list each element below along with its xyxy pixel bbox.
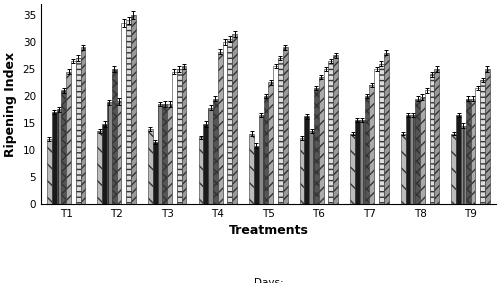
Bar bbox=[364, 96, 370, 204]
Bar bbox=[466, 98, 470, 204]
Bar bbox=[350, 134, 355, 204]
Bar bbox=[415, 98, 420, 204]
Bar bbox=[384, 53, 388, 204]
Bar bbox=[328, 61, 334, 204]
Bar bbox=[162, 104, 167, 204]
Bar bbox=[410, 115, 415, 204]
Bar bbox=[107, 102, 112, 204]
Y-axis label: Ripening Index: Ripening Index bbox=[4, 52, 17, 156]
Bar bbox=[198, 138, 203, 204]
Bar bbox=[222, 42, 228, 204]
Bar bbox=[102, 124, 107, 204]
Bar bbox=[401, 134, 406, 204]
Bar bbox=[258, 115, 264, 204]
Bar bbox=[158, 104, 162, 204]
Bar bbox=[62, 91, 66, 204]
Bar bbox=[379, 63, 384, 204]
Bar bbox=[98, 131, 102, 204]
Bar bbox=[300, 138, 304, 204]
Bar bbox=[153, 142, 158, 204]
Bar bbox=[177, 69, 182, 204]
Bar bbox=[213, 98, 218, 204]
Bar bbox=[310, 131, 314, 204]
Bar bbox=[268, 82, 273, 204]
Bar bbox=[406, 115, 410, 204]
Bar bbox=[476, 88, 480, 204]
Bar bbox=[112, 69, 116, 204]
Bar bbox=[182, 66, 186, 204]
Bar bbox=[228, 39, 232, 204]
Bar bbox=[56, 109, 62, 204]
Bar bbox=[461, 126, 466, 204]
Bar bbox=[319, 77, 324, 204]
Bar bbox=[314, 88, 319, 204]
Bar bbox=[425, 91, 430, 204]
Bar bbox=[304, 116, 310, 204]
Legend: 0, 2, 4, 6, 8, 10, 12, 14: 0, 2, 4, 6, 8, 10, 12, 14 bbox=[172, 278, 366, 283]
Bar bbox=[334, 55, 338, 204]
Bar bbox=[264, 96, 268, 204]
Bar bbox=[470, 98, 476, 204]
Bar bbox=[167, 104, 172, 204]
Bar bbox=[282, 47, 288, 204]
Bar bbox=[430, 74, 434, 204]
Bar bbox=[208, 108, 213, 204]
Bar bbox=[71, 61, 76, 204]
Bar bbox=[76, 58, 80, 204]
Bar bbox=[218, 52, 222, 204]
Bar bbox=[374, 69, 379, 204]
Bar bbox=[254, 145, 258, 204]
Bar bbox=[249, 134, 254, 204]
Bar bbox=[52, 112, 57, 204]
Bar bbox=[360, 120, 364, 204]
Bar bbox=[452, 134, 456, 204]
Bar bbox=[80, 47, 86, 204]
Bar bbox=[126, 20, 131, 204]
Bar bbox=[480, 80, 485, 204]
Bar bbox=[172, 72, 177, 204]
Bar bbox=[66, 72, 71, 204]
Bar bbox=[434, 69, 439, 204]
Bar bbox=[122, 23, 126, 204]
Bar bbox=[273, 66, 278, 204]
Bar bbox=[204, 124, 208, 204]
X-axis label: Treatments: Treatments bbox=[228, 224, 308, 237]
Bar bbox=[278, 58, 282, 204]
Bar bbox=[370, 85, 374, 204]
Bar bbox=[456, 115, 461, 204]
Bar bbox=[324, 69, 328, 204]
Bar bbox=[420, 97, 425, 204]
Bar bbox=[485, 69, 490, 204]
Bar bbox=[131, 15, 136, 204]
Bar bbox=[47, 139, 52, 204]
Bar bbox=[232, 34, 237, 204]
Bar bbox=[355, 120, 360, 204]
Bar bbox=[148, 129, 153, 204]
Bar bbox=[116, 101, 121, 204]
